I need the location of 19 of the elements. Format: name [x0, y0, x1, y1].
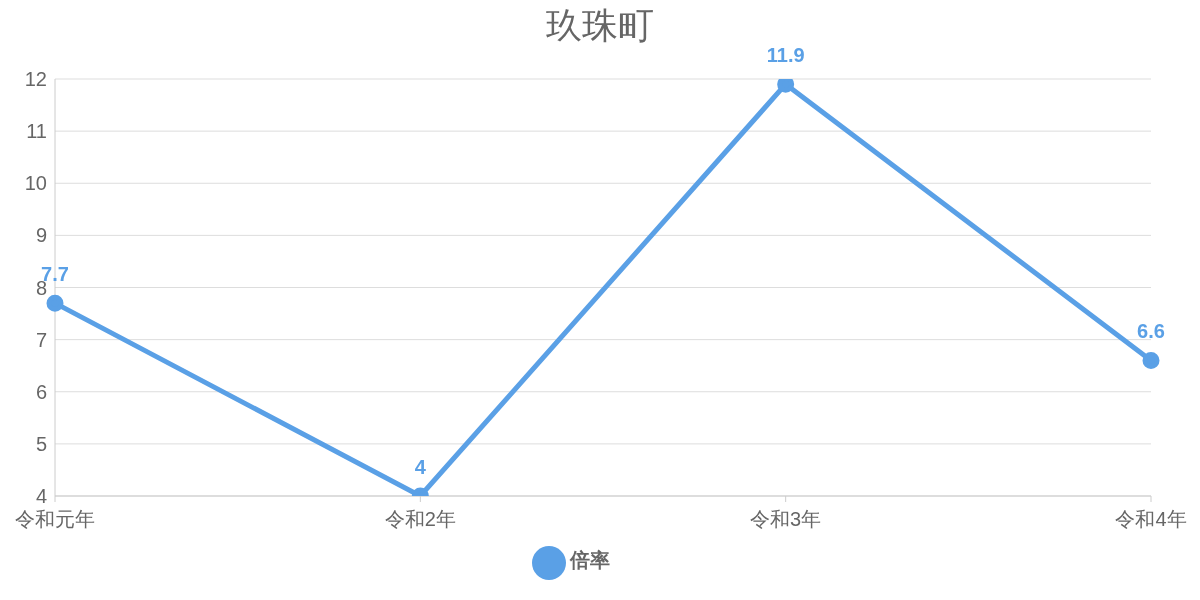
y-tick-label: 12: [24, 68, 47, 91]
y-tick-label: 7: [35, 328, 47, 351]
point: [1142, 351, 1160, 369]
y-tick-label: 10: [24, 172, 47, 195]
chart-title: 玖珠町: [546, 5, 654, 46]
y-tick-label: 4: [35, 485, 47, 508]
x-tick-label: 令和4年: [1115, 508, 1187, 531]
legend-label: 倍率: [569, 549, 610, 572]
y-tick-label: 5: [35, 432, 47, 455]
data-label: 11.9: [766, 44, 805, 67]
x-tick-label: 令和元年: [15, 508, 95, 531]
y-tick-label: 6: [35, 380, 47, 403]
data-label: 4: [414, 456, 427, 478]
y-tick-label: 9: [35, 224, 47, 247]
x-tick-label: 令和2年: [384, 508, 456, 531]
data-label: 6.6: [1137, 320, 1165, 343]
y-tick-label: 11: [26, 120, 47, 143]
x-tick-label: 令和3年: [750, 508, 822, 531]
point: [46, 294, 64, 312]
